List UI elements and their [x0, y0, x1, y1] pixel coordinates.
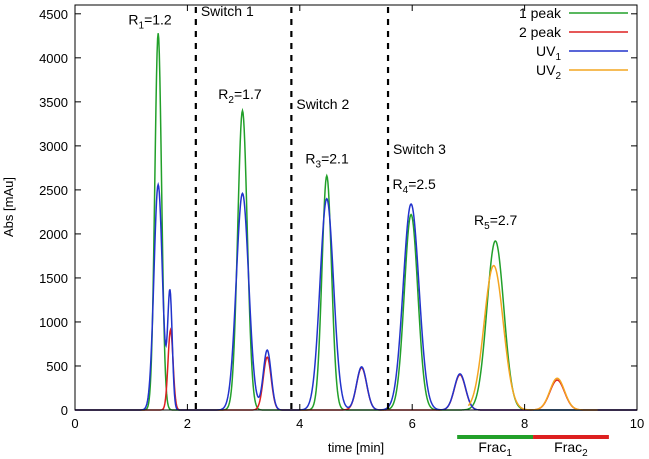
legend-label-subscript: 1	[555, 52, 561, 63]
y-tick-label: 2500	[39, 183, 68, 198]
resolution-label-3-main: R	[305, 150, 315, 166]
y-tick-label: 0	[61, 403, 68, 418]
series-line-uv1	[75, 181, 637, 411]
legend-label-2: 2 peak	[519, 24, 562, 40]
x-axis-label: time [min]	[328, 440, 384, 455]
fraction-label-2: Frac2	[554, 439, 588, 459]
resolution-labels: R1=1.2R2=1.7R3=2.1R4=2.5R5=2.7	[128, 11, 517, 232]
fraction-label-2-main: Frac	[554, 439, 582, 455]
y-tick-label: 3000	[39, 139, 68, 154]
legend-label-main: UV	[536, 62, 556, 78]
resolution-label-1: R1=1.2	[128, 11, 172, 31]
series-line-1-peak	[75, 33, 637, 411]
resolution-label-2-subscript: 2	[228, 95, 234, 106]
x-tick-label: 2	[184, 416, 191, 431]
y-tick-label: 3500	[39, 95, 68, 110]
switch-label-3: Switch 3	[393, 141, 446, 157]
resolution-label-5: R5=2.7	[474, 212, 518, 232]
x-tick-label: 10	[630, 416, 644, 431]
resolution-label-3: R3=2.1	[305, 150, 349, 170]
y-tick-label: 2000	[39, 227, 68, 242]
y-tick-label: 1500	[39, 271, 68, 286]
series-line-2-peak	[75, 327, 637, 411]
legend-label-4: UV2	[536, 62, 561, 82]
fraction-bars: Frac1 Frac2	[457, 435, 609, 459]
fraction-bar-2	[533, 435, 609, 439]
resolution-label-5-subscript: 5	[484, 221, 490, 232]
resolution-label-1-value: =1.2	[144, 11, 172, 27]
resolution-label-1-subscript: 1	[139, 20, 145, 31]
x-tick-label: 0	[71, 416, 78, 431]
y-tick-label: 1000	[39, 315, 68, 330]
legend-label-1: 1 peak	[519, 5, 562, 21]
resolution-label-2-main: R	[218, 86, 228, 102]
fraction-label-1-main: Frac	[478, 439, 506, 455]
resolution-label-3-subscript: 3	[316, 159, 322, 170]
switch-label-2: Switch 2	[296, 96, 349, 112]
resolution-label-5-main: R	[474, 212, 484, 228]
fraction-label-1: Frac1	[478, 439, 512, 459]
series-layer	[75, 33, 637, 411]
plot-frame	[74, 4, 638, 411]
legend-label-3: UV1	[536, 43, 561, 63]
resolution-label-4-main: R	[393, 176, 403, 192]
resolution-label-4: R4=2.5	[393, 176, 437, 196]
switch-label-1: Switch 1	[201, 3, 254, 19]
fraction-label-2-subscript: 2	[582, 448, 588, 459]
x-tick-label: 4	[296, 416, 303, 431]
resolution-label-2: R2=1.7	[218, 86, 262, 106]
y-tick-label: 4500	[39, 7, 68, 22]
series-line-uv2	[467, 264, 598, 411]
switch-layer: Switch 1 Switch 2 Switch 3	[194, 3, 446, 410]
y-tick-label: 500	[46, 359, 68, 374]
resolution-label-3-value: =2.1	[321, 150, 349, 166]
legend-label-main: UV	[536, 43, 556, 59]
x-tick-label: 8	[521, 416, 528, 431]
resolution-label-4-subscript: 4	[403, 185, 409, 196]
fraction-bar-1	[457, 435, 534, 439]
y-axis-label: Abs [mAu]	[1, 177, 16, 237]
resolution-label-4-value: =2.5	[408, 176, 436, 192]
resolution-label-5-value: =2.7	[490, 212, 518, 228]
axis-ticks: 0 2 4 6 8 10 0 500 1000 1500 2000 2500 3000 3500 4000 4…	[39, 5, 644, 431]
fraction-label-1-subscript: 1	[506, 448, 512, 459]
resolution-label-1-main: R	[128, 11, 138, 27]
legend-label-subscript: 2	[555, 71, 561, 82]
x-tick-label: 6	[409, 416, 416, 431]
resolution-label-2-value: =1.7	[234, 86, 262, 102]
y-tick-label: 4000	[39, 51, 68, 66]
